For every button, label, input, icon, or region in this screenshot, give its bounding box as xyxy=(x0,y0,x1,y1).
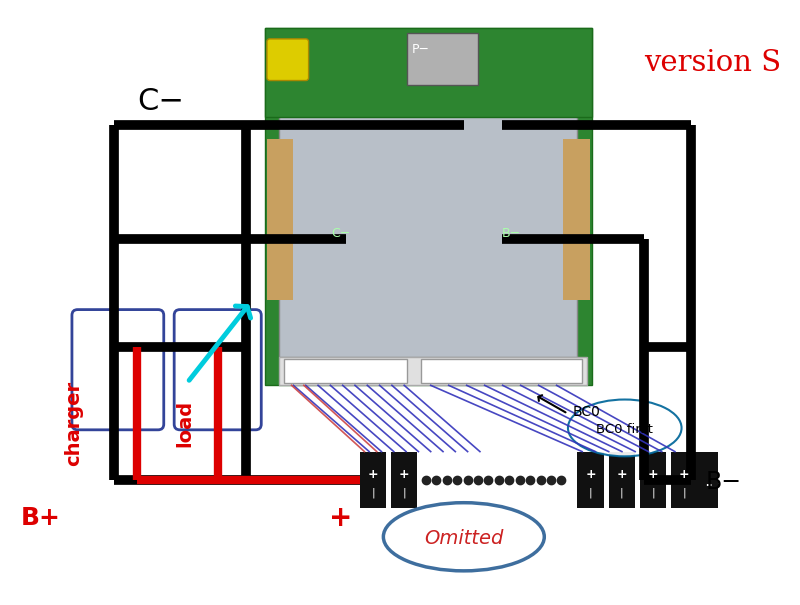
Text: Omitted: Omitted xyxy=(424,529,503,548)
Bar xyxy=(407,33,478,85)
Bar xyxy=(279,111,578,357)
Bar xyxy=(609,451,635,508)
Bar xyxy=(671,451,698,508)
Bar xyxy=(265,27,592,385)
Text: -: - xyxy=(705,477,711,492)
Text: |: | xyxy=(682,488,686,499)
Text: C−: C− xyxy=(331,227,350,240)
Text: B−: B− xyxy=(706,470,742,494)
Text: +: + xyxy=(368,468,378,481)
Text: +: + xyxy=(679,468,690,481)
Bar xyxy=(267,139,294,300)
Bar xyxy=(563,139,590,300)
Text: B−: B− xyxy=(502,227,521,240)
Bar xyxy=(640,451,666,508)
Bar xyxy=(698,451,718,508)
Text: load: load xyxy=(175,400,194,446)
Text: BC0 first: BC0 first xyxy=(596,424,653,436)
Bar xyxy=(265,27,592,117)
Ellipse shape xyxy=(568,399,682,456)
Text: charger: charger xyxy=(64,381,83,466)
Bar xyxy=(284,359,407,384)
FancyBboxPatch shape xyxy=(267,39,309,80)
Text: |: | xyxy=(371,488,374,499)
Bar xyxy=(391,451,418,508)
Text: BC0: BC0 xyxy=(573,405,601,419)
Text: |: | xyxy=(651,488,655,499)
Bar xyxy=(279,357,587,385)
Text: |: | xyxy=(620,488,624,499)
Text: +: + xyxy=(617,468,627,481)
Text: C−: C− xyxy=(138,87,184,116)
Bar xyxy=(578,451,604,508)
Text: +: + xyxy=(586,468,596,481)
Text: P−: P− xyxy=(412,43,430,56)
Text: +: + xyxy=(329,504,353,532)
Bar xyxy=(360,451,386,508)
Text: +: + xyxy=(648,468,658,481)
Text: |: | xyxy=(589,488,593,499)
FancyBboxPatch shape xyxy=(72,310,164,430)
FancyBboxPatch shape xyxy=(174,310,262,430)
Text: B+: B+ xyxy=(21,506,61,530)
Text: version S: version S xyxy=(644,50,781,77)
Ellipse shape xyxy=(383,503,544,571)
Text: +: + xyxy=(399,468,410,481)
Bar xyxy=(422,359,582,384)
Text: |: | xyxy=(402,488,406,499)
